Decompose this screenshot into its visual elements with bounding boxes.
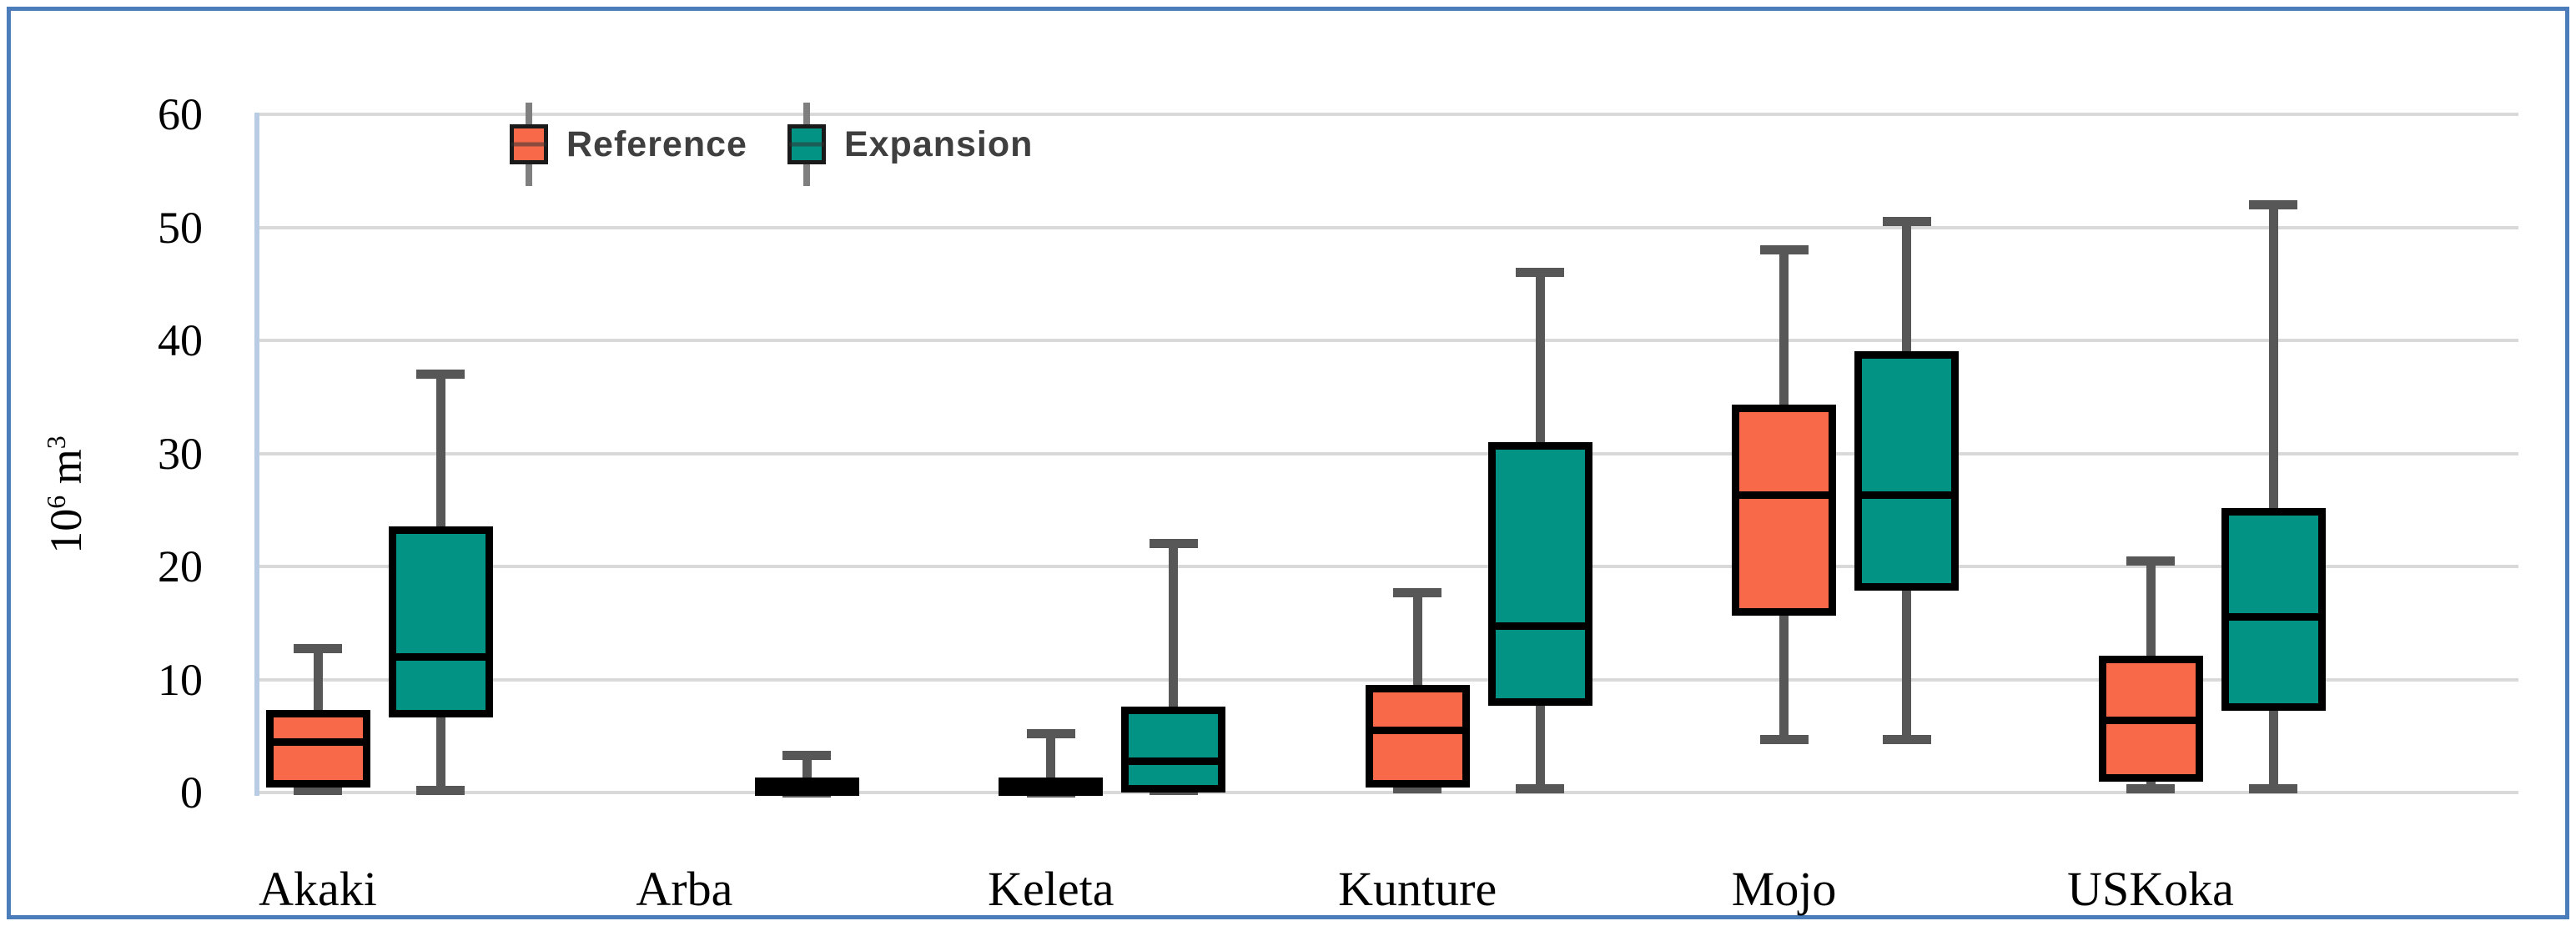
gridline-y40	[257, 339, 2518, 342]
median-reference-uskoka	[2102, 716, 2199, 724]
whisker-cap-max-reference-keleta	[1026, 729, 1075, 739]
x-axis-label-kunture: Kunture	[1338, 862, 1497, 916]
whisker-lower-expansion-kunture	[1535, 702, 1545, 789]
median-expansion-kunture	[1492, 622, 1589, 631]
median-expansion-arba	[758, 784, 856, 793]
box-expansion-uskoka	[2221, 508, 2326, 711]
y-tick-label-40: 40	[158, 315, 203, 365]
whisker-upper-reference-kunture	[1412, 592, 1422, 689]
whisker-upper-expansion-uskoka	[2268, 204, 2278, 512]
box-expansion-mojo	[1854, 351, 1960, 591]
median-reference-akaki	[269, 737, 366, 746]
y-tick-label-30: 30	[158, 428, 203, 479]
whisker-upper-expansion-akaki	[435, 374, 445, 531]
whisker-upper-expansion-arba	[802, 755, 812, 782]
whisker-upper-reference-keleta	[1046, 733, 1056, 782]
median-expansion-mojo	[1858, 491, 1955, 500]
whisker-cap-min-reference-akaki	[294, 785, 342, 795]
y-tick-label-10: 10	[158, 654, 203, 705]
whisker-cap-max-expansion-mojo	[1882, 217, 1931, 227]
legend-item-reference: Reference	[510, 99, 747, 189]
whisker-cap-max-reference-mojo	[1759, 245, 1809, 255]
x-axis-label-mojo: Mojo	[1731, 862, 1837, 916]
box-reference-akaki	[265, 709, 370, 788]
legend-marker-median	[788, 142, 824, 147]
whisker-cap-min-reference-kunture	[1393, 784, 1442, 794]
median-reference-kunture	[1369, 726, 1467, 734]
whisker-upper-expansion-kunture	[1535, 272, 1545, 445]
box-reference-mojo	[1732, 404, 1837, 616]
legend-marker-expansion-icon	[787, 99, 826, 189]
whisker-upper-reference-uskoka	[2146, 561, 2156, 660]
whisker-cap-min-expansion-uskoka	[2249, 784, 2297, 794]
whisker-cap-max-expansion-akaki	[416, 370, 465, 380]
whisker-lower-reference-mojo	[1779, 611, 1789, 740]
gridline-y20	[257, 565, 2518, 568]
y-tick-label-20: 20	[158, 541, 203, 591]
figure-border: 0 10 20 30 40 50 60 Akaki Arba Keleta Kunture Mojo…	[7, 7, 2569, 919]
whisker-cap-min-expansion-mojo	[1882, 734, 1931, 744]
legend-marker-median	[511, 142, 546, 147]
legend-marker-reference-icon	[510, 99, 548, 189]
whisker-cap-max-reference-kunture	[1393, 587, 1442, 597]
whisker-cap-min-expansion-akaki	[416, 785, 465, 795]
box-reference-kunture	[1365, 684, 1470, 788]
y-tick-label-60: 60	[158, 89, 203, 139]
x-axis-label-akaki: Akaki	[259, 862, 377, 916]
median-reference-mojo	[1735, 491, 1833, 500]
whisker-cap-min-expansion-kunture	[1516, 784, 1565, 794]
box-expansion-keleta	[1121, 706, 1226, 793]
y-axis-title-text: 106 m3	[41, 435, 91, 554]
whisker-lower-expansion-akaki	[435, 713, 445, 791]
plot-area: 0 10 20 30 40 50 60 Akaki Arba Keleta Kunture Mojo…	[11, 11, 2565, 915]
legend-label-reference: Reference	[566, 123, 747, 164]
whisker-cap-min-reference-mojo	[1759, 734, 1809, 744]
y-axis-line	[254, 113, 259, 796]
whisker-upper-expansion-mojo	[1902, 221, 1912, 355]
x-axis-label-keleta: Keleta	[988, 862, 1114, 916]
y-tick-label-0: 0	[180, 767, 203, 818]
x-axis-label-uskoka: USKoka	[2067, 862, 2234, 916]
whisker-cap-max-reference-akaki	[294, 644, 342, 654]
legend-label-expansion: Expansion	[843, 123, 1034, 164]
box-expansion-akaki	[388, 526, 493, 717]
median-expansion-akaki	[392, 652, 489, 661]
whisker-upper-reference-mojo	[1779, 249, 1789, 409]
whisker-cap-max-expansion-keleta	[1149, 539, 1198, 549]
y-tick-label-50: 50	[158, 202, 203, 253]
gridline-y10	[257, 677, 2518, 682]
whisker-cap-min-reference-uskoka	[2126, 784, 2175, 794]
whisker-cap-max-expansion-arba	[782, 750, 832, 760]
median-expansion-keleta	[1124, 757, 1222, 765]
gridline-y50	[257, 225, 2518, 229]
gridline-y0	[257, 791, 2518, 794]
whisker-lower-reference-uskoka	[2146, 778, 2156, 789]
whisker-lower-expansion-mojo	[1902, 586, 1912, 740]
y-axis-title: 106 m3	[41, 361, 91, 628]
whisker-cap-max-expansion-kunture	[1516, 268, 1565, 278]
gridline-y60	[257, 113, 2518, 116]
whisker-cap-max-reference-uskoka	[2126, 556, 2175, 566]
whisker-upper-reference-akaki	[313, 648, 323, 714]
chart-legend: Reference Expansion	[510, 98, 1033, 191]
median-reference-keleta	[1002, 783, 1099, 791]
whisker-lower-expansion-uskoka	[2268, 707, 2278, 789]
gridline-y30	[257, 451, 2518, 455]
whisker-upper-expansion-keleta	[1169, 543, 1179, 711]
median-expansion-uskoka	[2225, 613, 2322, 622]
legend-item-expansion: Expansion	[787, 99, 1033, 189]
box-expansion-kunture	[1487, 441, 1592, 707]
x-axis-label-arba: Arba	[636, 862, 733, 916]
whisker-cap-max-expansion-uskoka	[2249, 199, 2297, 209]
